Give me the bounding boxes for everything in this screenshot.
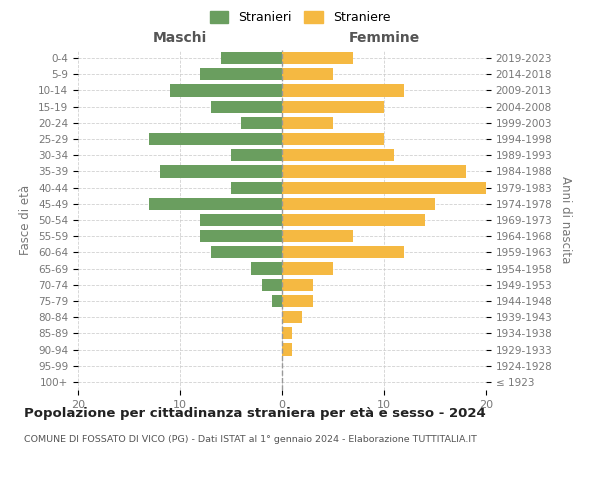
Bar	[282, 182, 486, 194]
Bar	[211, 246, 282, 258]
Text: Popolazione per cittadinanza straniera per età e sesso - 2024: Popolazione per cittadinanza straniera p…	[24, 408, 486, 420]
Bar	[149, 133, 282, 145]
Text: COMUNE DI FOSSATO DI VICO (PG) - Dati ISTAT al 1° gennaio 2024 - Elaborazione TU: COMUNE DI FOSSATO DI VICO (PG) - Dati IS…	[24, 435, 477, 444]
Bar	[282, 295, 313, 307]
Text: Maschi: Maschi	[153, 31, 207, 45]
Bar	[282, 214, 425, 226]
Bar	[282, 133, 384, 145]
Bar	[272, 295, 282, 307]
Bar	[282, 149, 394, 162]
Bar	[282, 328, 292, 340]
Bar	[262, 278, 282, 291]
Text: Femmine: Femmine	[349, 31, 419, 45]
Y-axis label: Fasce di età: Fasce di età	[19, 185, 32, 255]
Bar	[282, 246, 404, 258]
Bar	[282, 100, 384, 112]
Bar	[282, 52, 353, 64]
Bar	[282, 278, 313, 291]
Bar	[282, 117, 333, 129]
Bar	[149, 198, 282, 210]
Bar	[200, 230, 282, 242]
Bar	[170, 84, 282, 96]
Y-axis label: Anni di nascita: Anni di nascita	[559, 176, 572, 264]
Bar	[211, 100, 282, 112]
Legend: Stranieri, Straniere: Stranieri, Straniere	[207, 8, 393, 26]
Bar	[241, 117, 282, 129]
Bar	[200, 214, 282, 226]
Bar	[221, 52, 282, 64]
Bar	[160, 166, 282, 177]
Bar	[282, 311, 302, 323]
Bar	[200, 68, 282, 80]
Bar	[231, 149, 282, 162]
Bar	[282, 198, 435, 210]
Bar	[282, 84, 404, 96]
Bar	[282, 166, 466, 177]
Bar	[282, 262, 333, 274]
Bar	[251, 262, 282, 274]
Bar	[231, 182, 282, 194]
Bar	[282, 230, 353, 242]
Bar	[282, 68, 333, 80]
Bar	[282, 344, 292, 355]
